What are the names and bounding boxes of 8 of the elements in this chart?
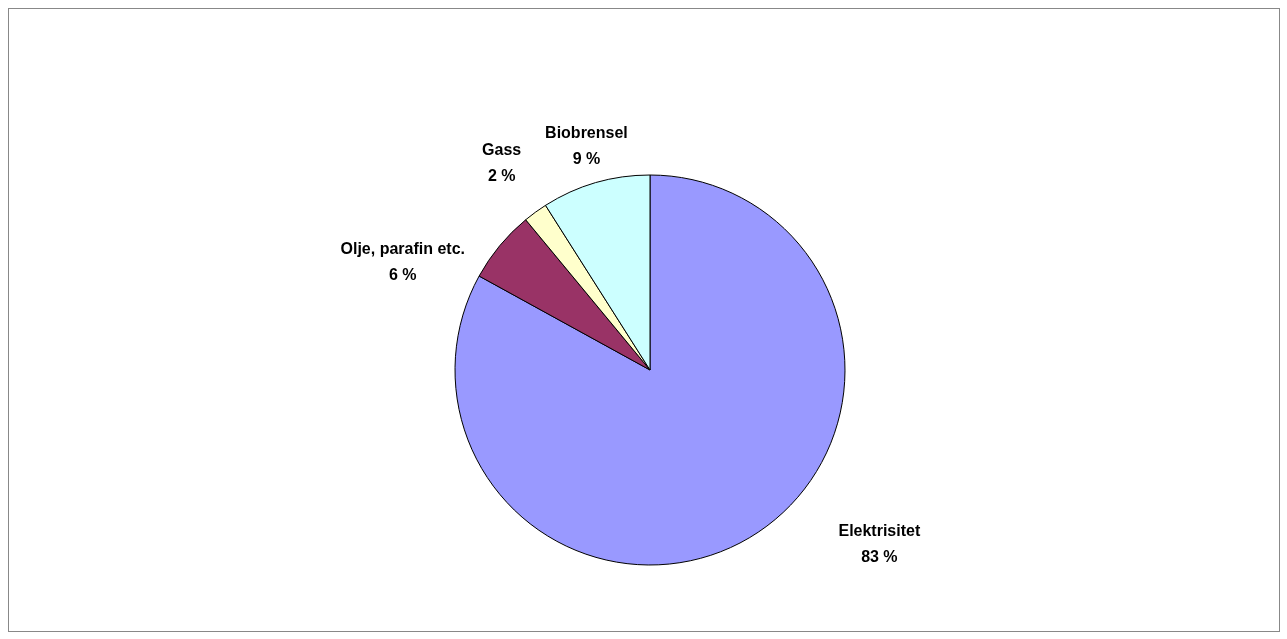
slice-label: Gass	[482, 141, 522, 159]
slice-label: Olje, parafin etc.	[340, 240, 465, 258]
data-label: 2 %	[487, 167, 516, 185]
data-label: 9 %	[572, 149, 601, 167]
slice-label: Biobrensel	[545, 123, 628, 141]
slice-label: Elektrisitet	[838, 521, 921, 539]
data-label: 6 %	[388, 266, 417, 284]
data-label: 83 %	[861, 547, 898, 565]
